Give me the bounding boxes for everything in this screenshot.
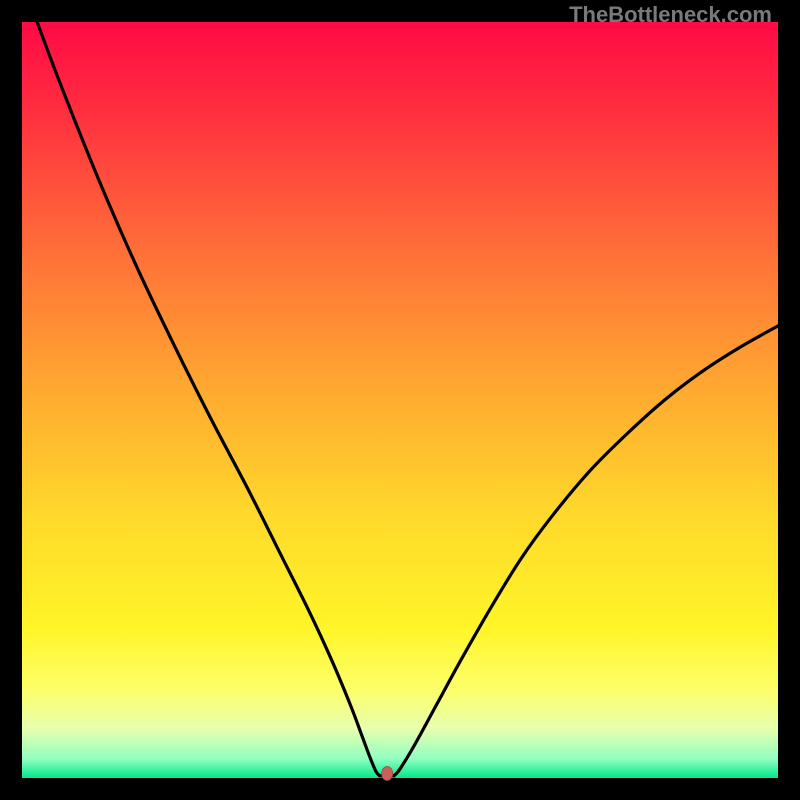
chart-container: TheBottleneck.com [0, 0, 800, 800]
watermark-text: TheBottleneck.com [569, 2, 772, 28]
bottleneck-chart [0, 0, 800, 800]
optimal-point-marker [382, 766, 393, 780]
